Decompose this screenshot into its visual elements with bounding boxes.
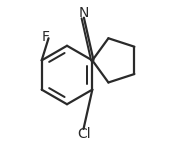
Text: F: F <box>41 30 49 44</box>
Text: N: N <box>79 6 89 20</box>
Text: Cl: Cl <box>77 127 91 141</box>
